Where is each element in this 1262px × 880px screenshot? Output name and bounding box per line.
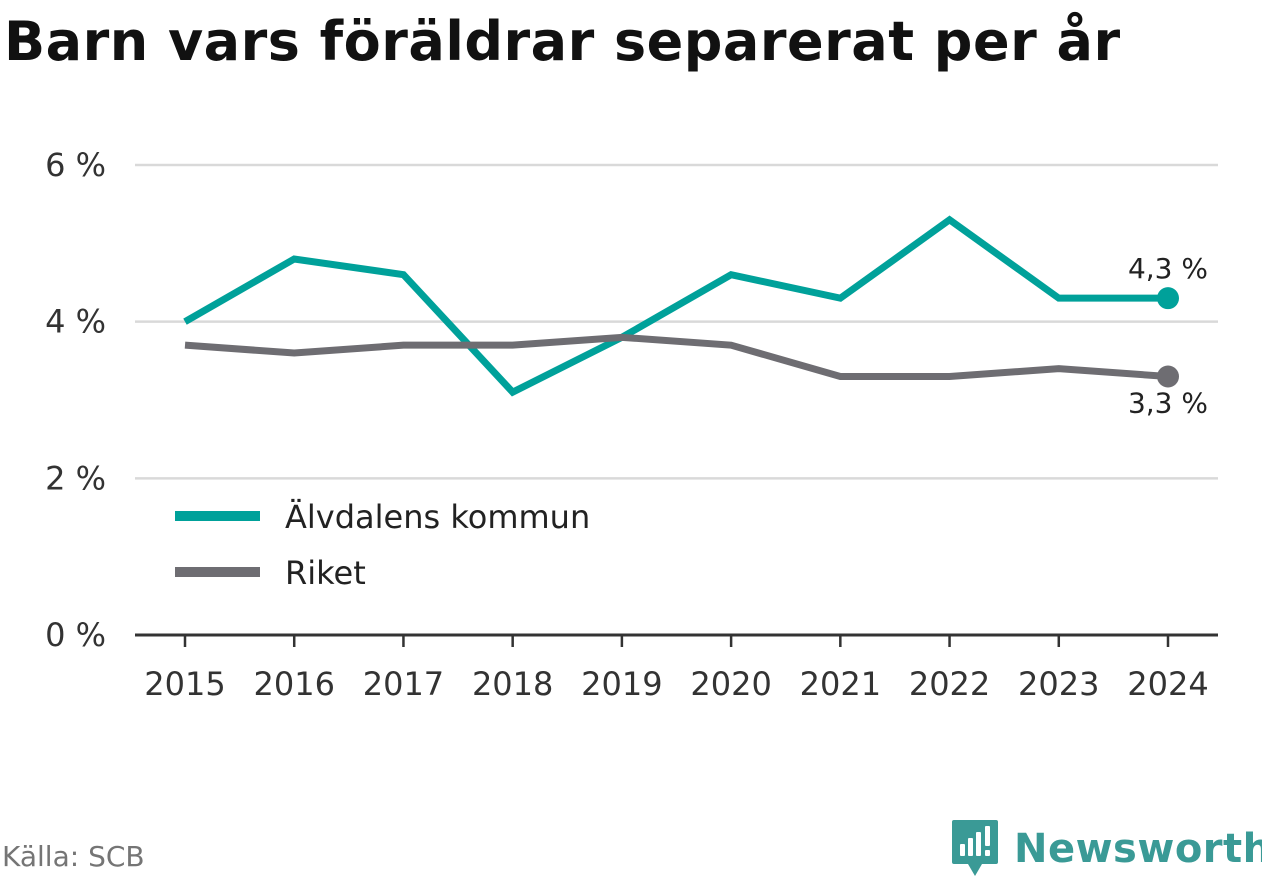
x-tick-label: 2023 (1018, 665, 1099, 703)
x-tick-label: 2017 (363, 665, 444, 703)
x-axis (135, 633, 1218, 647)
series-lines: 4,3 % 3,3 % (183, 215, 1208, 420)
x-tick-label: 2024 (1127, 665, 1208, 703)
series-end-point (1157, 287, 1179, 310)
legend-label: Älvdalens kommun (285, 498, 590, 536)
newsworthy-logo-icon (952, 820, 998, 876)
x-tick-label: 2022 (909, 665, 990, 703)
brand-name: Newsworthy (1014, 826, 1262, 872)
y-tick-label: 4 % (45, 303, 106, 341)
line-chart: 0 % 2 % 4 % 6 % 2015 2016 2017 2018 2019 2020 202… (45, 146, 1218, 703)
x-tick-label: 2015 (144, 665, 225, 703)
x-tick-label: 2020 (690, 665, 771, 703)
y-tick-label: 0 % (45, 616, 106, 654)
series-end-point (1157, 365, 1179, 388)
gridlines (135, 163, 1218, 480)
x-tick-label: 2016 (254, 665, 335, 703)
x-tick-label: 2018 (472, 665, 553, 703)
legend-label: Riket (285, 554, 366, 592)
series-line (184, 333, 1169, 380)
y-tick-label: 6 % (45, 146, 106, 184)
series-line (183, 215, 1168, 397)
data-label: 3,3 % (1128, 387, 1208, 420)
y-axis-tick-labels: 0 % 2 % 4 % 6 % (45, 146, 106, 654)
y-tick-label: 2 % (45, 459, 106, 497)
data-label: 4,3 % (1128, 252, 1208, 285)
x-axis-tick-labels: 2015 2016 2017 2018 2019 2020 2021 2022 2023 2024 (144, 665, 1208, 703)
legend: Älvdalens kommun Riket (175, 498, 590, 592)
x-tick-label: 2021 (800, 665, 881, 703)
source-note: Källa: SCB (2, 840, 145, 873)
brand-logo: Newsworthy (950, 818, 1262, 880)
x-tick-label: 2019 (581, 665, 662, 703)
chart-title: Barn vars föräldrar separerat per år (4, 10, 1121, 73)
